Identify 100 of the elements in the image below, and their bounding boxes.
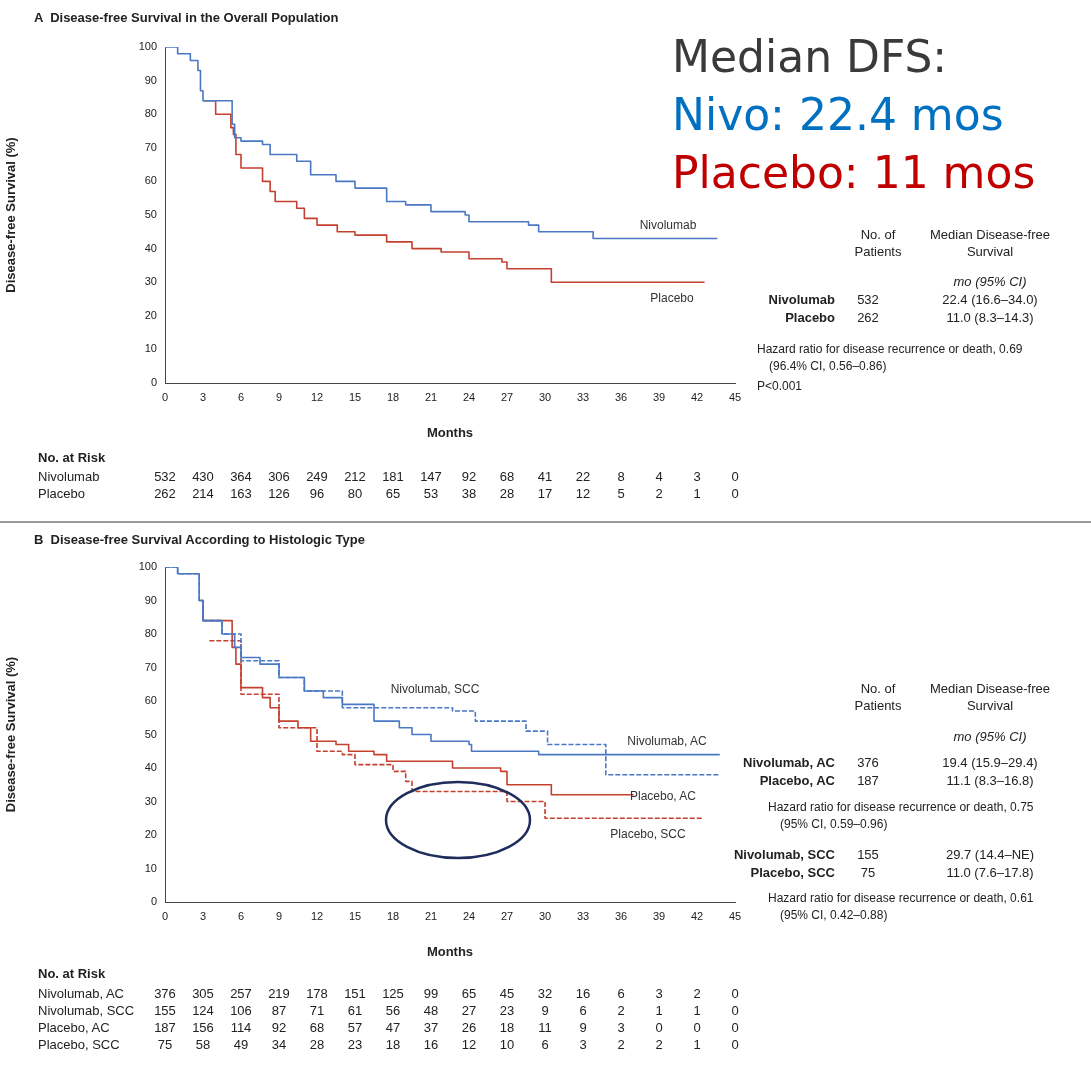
x-tick-label: 42 (690, 390, 704, 403)
x-axis-title: Months (426, 943, 474, 959)
text: 214 163 126 96 80 65 53 38 28 17 12 5 2 1 0 (192, 486, 739, 501)
text: Hazard ratio for disease recurrence or death, 0.69 (96.4% CI, 0.56–0.86) (757, 341, 1024, 375)
text: 11.1 (8.3–16.8) (945, 772, 1035, 789)
text: No. of Patients (853, 680, 903, 714)
text: 376 (153, 985, 177, 1002)
text: 262 (857, 310, 879, 325)
text: Placebo, SCC (38, 1036, 120, 1053)
y-tick-label: 0 (150, 376, 157, 389)
y-tick-label: 100 (138, 560, 157, 573)
text: Placebo, AC (758, 772, 835, 789)
y-tick-label: 60 (144, 694, 157, 707)
x-tick-label: 27 (500, 390, 514, 403)
x-tick-label: 6 (237, 390, 245, 403)
x-tick-label: 12 (310, 909, 324, 922)
y-tick-label: 30 (144, 794, 157, 807)
text: 262 (153, 485, 177, 502)
text: Placebo, SCC (749, 864, 835, 881)
y-tick-label: 0 (150, 895, 157, 908)
x-tick-label: 30 (538, 909, 552, 922)
y-tick-label: 10 (144, 342, 157, 355)
x-tick-label: 21 (424, 909, 438, 922)
text: No. at Risk (38, 965, 106, 982)
y-tick-label: 70 (144, 660, 157, 673)
x-tick-label: 15 (348, 390, 362, 403)
text: 187 (153, 1019, 177, 1036)
x-axis-title: Months (426, 424, 474, 440)
text: 532 (857, 292, 879, 307)
y-tick-label: 20 (144, 828, 157, 841)
y-tick-label: 40 (144, 241, 157, 254)
series-label: Nivolumab, AC (627, 734, 708, 749)
series-label: Placebo (650, 291, 694, 306)
x-tick-label: 45 (728, 390, 742, 403)
text: 532 (153, 468, 177, 485)
y-tick-label: 30 (144, 275, 157, 288)
text: Nivolumab, AC (742, 754, 835, 771)
y-axis-title: Disease-free Survival (%) (3, 656, 19, 813)
y-tick-label: 80 (144, 627, 157, 640)
x-tick-label: 36 (614, 390, 628, 403)
x-tick-label: 6 (237, 909, 245, 922)
text: Median Disease-free Survival (929, 226, 1051, 260)
text: mo (95% CI) (952, 273, 1028, 290)
x-tick-label: 21 (424, 390, 438, 403)
annotation: Nivo: 22.4 mos (672, 88, 1004, 142)
text: 75 (860, 865, 876, 880)
text: 430 364 306 249 212 181 147 92 68 41 22 8 4 3 0 (192, 469, 739, 484)
chart-title: A Disease-free Survival in the Overall Population (34, 10, 339, 25)
x-tick-label: 15 (348, 909, 362, 922)
y-tick-label: 90 (144, 73, 157, 86)
x-tick-label: 9 (275, 909, 283, 922)
text: Median Disease-free Survival (929, 680, 1051, 714)
series-label: Nivolumab (639, 218, 697, 233)
text: 11.0 (7.6–17.8) (945, 864, 1035, 881)
x-tick-label: 27 (500, 909, 514, 922)
x-tick-label: 45 (728, 909, 742, 922)
text: No. at Risk (38, 449, 106, 466)
x-tick-label: 39 (652, 390, 666, 403)
y-tick-label: 50 (144, 727, 157, 740)
x-tick-label: 12 (310, 390, 324, 403)
text: P<0.001 (757, 378, 803, 395)
annotation: Median DFS: (672, 30, 948, 84)
text: 11.0 (8.3–14.3) (945, 309, 1035, 326)
y-tick-label: 90 (144, 593, 157, 606)
annotation: Nivolumab, SCC (732, 846, 835, 863)
text: 29.7 (14.4–NE) (944, 846, 1036, 863)
x-tick-label: 36 (614, 909, 628, 922)
text: 75 58 49 34 28 23 18 16 12 10 6 3 2 2 1 0 (157, 1037, 739, 1052)
x-tick-label: 3 (199, 909, 207, 922)
text: 187 (857, 773, 879, 788)
text: 305 257 219 178 151 125 99 65 45 32 16 6 3 2 0 (192, 986, 739, 1001)
text: 376 (857, 755, 879, 770)
y-axis-title: Disease-free Survival (%) (3, 137, 19, 293)
text: Placebo, AC (38, 1019, 110, 1036)
text: Nivolumab (38, 468, 100, 485)
y-tick-label: 20 (144, 308, 157, 321)
text: No. of Patients (853, 226, 903, 260)
series-label: Placebo, SCC (610, 827, 687, 842)
y-tick-label: 50 (144, 208, 157, 221)
y-tick-label: 70 (144, 140, 157, 153)
x-tick-label: 39 (652, 909, 666, 922)
x-tick-label: 33 (576, 909, 590, 922)
text: Nivolumab, AC (38, 985, 124, 1002)
text: Nivolumab, SCC (38, 1002, 135, 1019)
series-label: Placebo, AC (629, 789, 697, 804)
text: 155 (857, 847, 879, 862)
series-label: Nivolumab, SCC (390, 682, 480, 697)
text: 19.4 (15.9–29.4) (941, 754, 1039, 771)
text: 124 106 87 71 61 56 48 27 23 9 6 2 1 1 0 (192, 1003, 739, 1018)
y-tick-label: 100 (138, 40, 157, 53)
text: Placebo (38, 485, 85, 502)
x-tick-label: 3 (199, 390, 207, 403)
x-tick-label: 9 (275, 390, 283, 403)
text: Nivolumab (768, 292, 835, 307)
text: 156 114 92 68 57 47 37 26 18 11 9 3 0 0 0 (192, 1020, 739, 1035)
x-tick-label: 0 (161, 909, 169, 922)
x-tick-label: 42 (690, 909, 704, 922)
x-tick-label: 33 (576, 390, 590, 403)
y-tick-label: 80 (144, 107, 157, 120)
x-tick-label: 24 (462, 390, 476, 403)
